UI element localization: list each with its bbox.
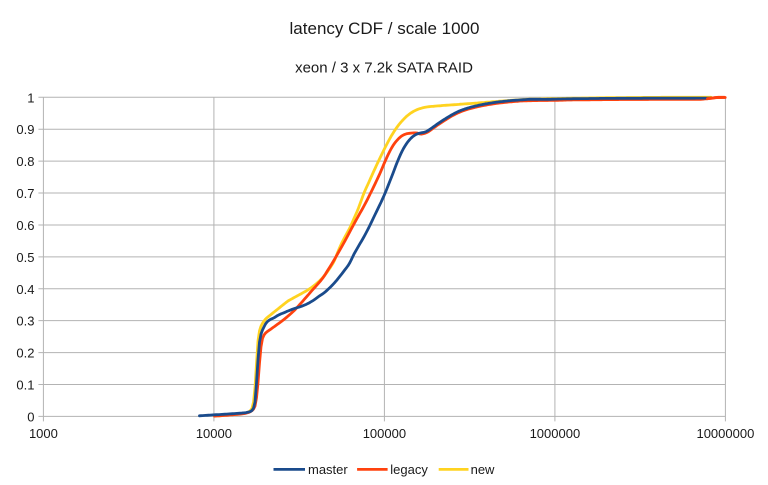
svg-text:0: 0 [27, 409, 34, 424]
svg-text:1000: 1000 [29, 426, 58, 441]
svg-text:0.5: 0.5 [16, 250, 34, 265]
svg-text:master: master [308, 462, 348, 477]
svg-text:0.4: 0.4 [16, 282, 34, 297]
svg-text:0.3: 0.3 [16, 314, 34, 329]
svg-text:0.8: 0.8 [16, 154, 34, 169]
svg-text:0.7: 0.7 [16, 186, 34, 201]
svg-text:100000: 100000 [363, 426, 406, 441]
svg-text:new: new [471, 462, 495, 477]
svg-text:0.6: 0.6 [16, 218, 34, 233]
svg-text:latency CDF / scale 1000: latency CDF / scale 1000 [290, 19, 480, 38]
svg-text:xeon / 3 x 7.2k SATA RAID: xeon / 3 x 7.2k SATA RAID [295, 60, 473, 77]
svg-text:1: 1 [27, 90, 34, 105]
svg-text:0.2: 0.2 [16, 346, 34, 361]
svg-text:10000: 10000 [196, 426, 232, 441]
svg-text:0.9: 0.9 [16, 122, 34, 137]
svg-text:10000000: 10000000 [696, 426, 754, 441]
svg-text:legacy: legacy [390, 462, 428, 477]
svg-text:0.1: 0.1 [16, 378, 34, 393]
svg-text:1000000: 1000000 [530, 426, 581, 441]
